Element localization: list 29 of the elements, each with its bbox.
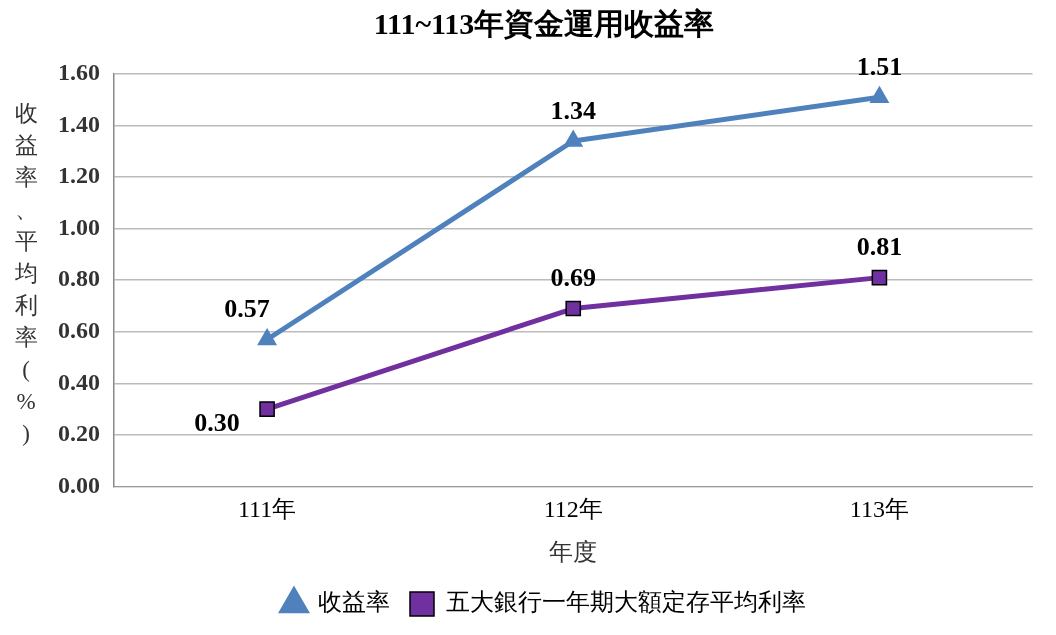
chart-title: 111~113年資金運用收益率	[373, 6, 715, 40]
data-label: 0.30	[194, 407, 240, 437]
y-tick-label: 1.40	[58, 110, 100, 137]
data-label: 0.81	[856, 232, 903, 262]
point	[565, 300, 582, 317]
data-label: 0.69	[550, 263, 596, 293]
y-tick-label: 1.20	[58, 162, 100, 189]
point	[870, 86, 889, 103]
data-label: 0.57	[224, 294, 270, 324]
point	[259, 401, 275, 417]
y-tick-label: 0.40	[58, 368, 100, 395]
x-tick-label: 111年	[237, 496, 297, 523]
y-tick-label: 1.00	[58, 213, 100, 240]
point	[563, 130, 583, 147]
data-label: 1.51	[856, 51, 903, 81]
y-tick-label: 0.60	[58, 316, 100, 343]
x-tick-label: 112年	[543, 496, 603, 523]
y-tick-label: 0.80	[58, 265, 100, 292]
point	[257, 328, 277, 346]
point	[871, 269, 888, 286]
text: 收益率、平均利率(%)	[14, 101, 38, 446]
x-axis-title: 年度	[549, 538, 598, 565]
y-tick-label: 1.60	[58, 59, 100, 86]
x-tick-label: 113年	[849, 496, 909, 523]
legend-label: 收益率	[318, 589, 390, 616]
y-tick-label: 0.20	[58, 420, 100, 447]
y-tick-label: 0.00	[58, 471, 100, 498]
data-label: 1.34	[550, 95, 596, 125]
legend-label: 五大銀行一年期大額定存平均利率	[446, 589, 806, 616]
